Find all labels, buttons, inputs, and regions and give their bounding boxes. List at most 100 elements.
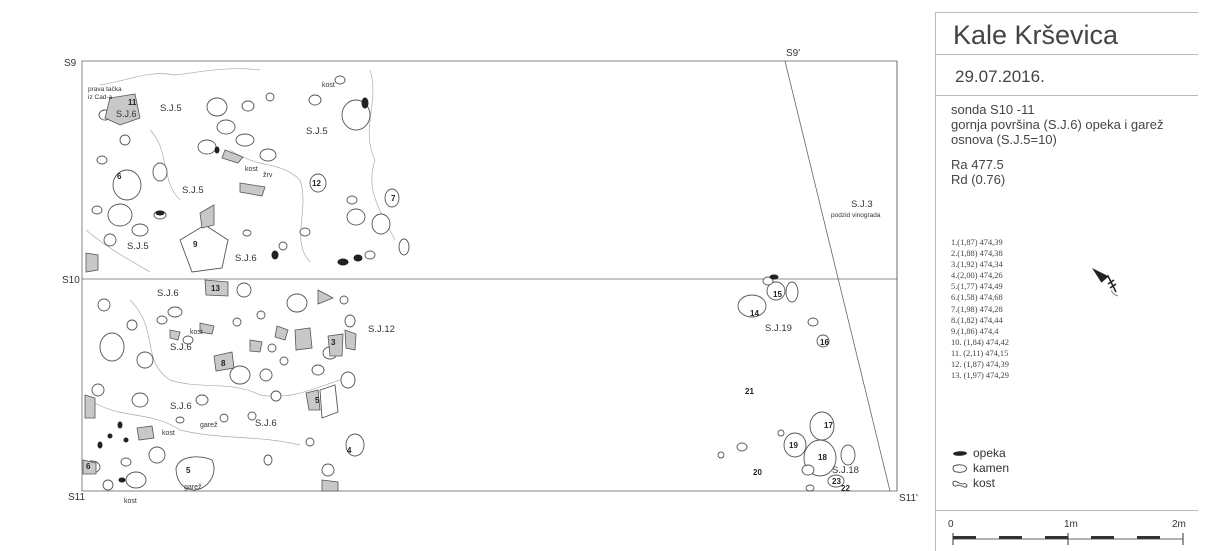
stone [345,433,365,457]
brick [123,437,129,443]
stone [197,139,217,155]
stone [777,429,785,437]
gray-stone [84,394,96,419]
date-box: 29.07.2016. [935,54,1198,96]
stone [801,464,815,476]
point-entry: 9.(1,86) 474,4 [951,326,999,336]
gray-stone [305,389,321,411]
plan-label: S.J.5 [182,185,204,196]
brick [271,250,279,260]
description-line: sonda S10 -11 [951,102,1035,117]
point-entry: 1.(1,87) 474,39 [951,238,1003,247]
legend-label: opeka [973,446,1006,460]
trace-line [85,229,151,273]
gray-stone [239,182,266,197]
point-number: 5 [186,466,191,475]
stone [346,195,358,205]
legend-label: kost [973,476,996,490]
point-entry: 5.(1,77) 474,49 [951,282,1003,292]
brick [118,477,126,483]
stone [235,133,255,147]
plan-label: iz Cad-a [88,94,113,101]
gray-stone [204,279,229,297]
scale-label: 0 [948,519,954,530]
brick [769,274,779,280]
excavation-date: 29.07.2016. [955,67,1045,86]
point-number: 11 [128,98,137,107]
plan-label: prava tačka [88,86,122,93]
scale-bar [952,533,1184,545]
stone [766,281,786,301]
point-entry: 8.(1,82) 474,44 [951,315,1003,325]
plan-label: kost [322,82,335,89]
point-number: 18 [818,453,827,462]
plan-grid [81,60,898,492]
excavation-plan: S9 S9' S10 S11 S11' prava tačka iz Cad-a… [62,48,918,505]
stone [267,343,277,353]
point-number: 23 [832,477,841,486]
point-entry: 4.(2,00) 474,26 [951,271,1003,281]
point-number: 13 [211,284,220,293]
stone [346,208,366,226]
north-arrow-icon [1092,268,1119,297]
plan-label: S.J.6 [255,418,277,429]
stone [126,319,138,331]
point-number: 14 [750,309,759,318]
gray-stone [213,351,235,372]
brick [155,210,165,216]
stone [156,315,168,325]
stone [816,334,830,348]
info-box: sonda S10 -11 gornja površina (S.J.6) op… [935,94,1198,510]
stone [805,484,815,492]
trace-line [129,299,341,397]
plan-label: S.J.12 [368,324,395,335]
legend-item-kost: kost [951,476,1009,491]
point-number: 12 [312,179,321,188]
stone [309,173,327,193]
brick [214,146,220,154]
description-line: osnova (S.J.5=10) [951,132,1057,147]
stone [206,97,228,117]
plan-label: S.J.5 [127,241,149,252]
stone [96,155,108,165]
stone [136,351,154,369]
trace-line [89,399,301,446]
stone [236,282,252,298]
gray-stone [327,333,344,357]
scale-box: 0 1m 2m [935,510,1198,551]
stone [182,335,194,345]
stone [840,444,856,466]
stone [785,281,799,303]
stone [175,416,185,424]
stone [270,390,282,402]
plan-label: kost [245,166,258,173]
stone [259,368,273,382]
ra-value: Ra 477.5 [951,157,1004,172]
corner-label-s10: S10 [62,275,80,286]
section-line-diagonal [784,60,891,492]
stone [279,356,289,366]
stone [107,203,133,227]
point-number: 6 [117,172,122,181]
point-entry: 6.(1,58) 474,68 [951,293,1003,303]
stone [398,238,410,256]
stone [219,413,229,423]
stone [148,446,166,464]
point-entry: 12. (1,87) 474,39 [951,360,1009,370]
stone [232,317,242,327]
plan-label: garež [184,484,202,491]
stone [364,250,376,260]
stone [717,451,725,459]
corner-label-s9: S9 [64,58,77,69]
stone [371,213,391,235]
plan-label: S.J.6 [235,253,257,264]
brick [337,258,349,266]
point-number: 17 [824,421,833,430]
stone [286,293,308,313]
point-number: 20 [753,468,762,477]
point-number: 15 [773,290,782,299]
plan-label: kost [124,498,137,505]
gray-stone [82,459,97,475]
stone [783,432,807,458]
gray-stone [294,327,313,351]
